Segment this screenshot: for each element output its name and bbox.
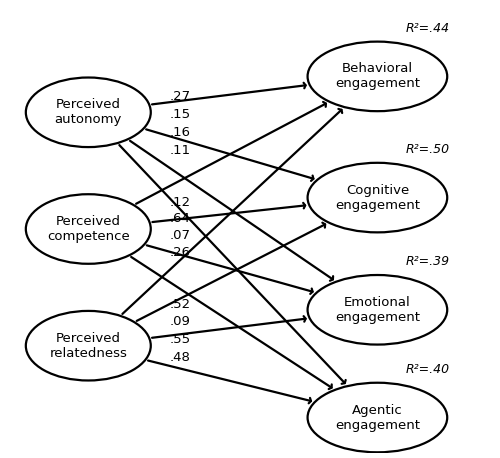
Ellipse shape xyxy=(308,42,447,111)
Text: R²=.39: R²=.39 xyxy=(406,255,450,268)
Text: Agentic
engagement: Agentic engagement xyxy=(335,403,420,431)
Text: .48: .48 xyxy=(169,351,190,364)
Text: .16: .16 xyxy=(169,126,190,139)
Ellipse shape xyxy=(26,311,151,381)
Text: .12: .12 xyxy=(169,196,190,208)
Text: .26: .26 xyxy=(169,246,190,259)
Text: Perceived
relatedness: Perceived relatedness xyxy=(50,332,127,360)
Text: .27: .27 xyxy=(169,90,190,103)
Text: R²=.40: R²=.40 xyxy=(406,363,450,376)
Text: .15: .15 xyxy=(169,108,190,121)
Text: R²=.44: R²=.44 xyxy=(406,22,450,35)
Text: .09: .09 xyxy=(169,316,190,328)
Ellipse shape xyxy=(308,383,447,453)
Text: .11: .11 xyxy=(169,143,190,157)
Ellipse shape xyxy=(308,275,447,344)
Text: .52: .52 xyxy=(169,298,190,311)
Text: R²=.50: R²=.50 xyxy=(406,143,450,156)
Text: .07: .07 xyxy=(169,229,190,242)
Text: Perceived
autonomy: Perceived autonomy xyxy=(54,98,122,126)
Text: Perceived
competence: Perceived competence xyxy=(47,215,130,243)
Text: .55: .55 xyxy=(169,333,190,346)
Text: Behavioral
engagement: Behavioral engagement xyxy=(335,62,420,90)
Text: .64: .64 xyxy=(169,212,190,225)
Ellipse shape xyxy=(308,163,447,232)
Ellipse shape xyxy=(26,194,151,264)
Text: Emotional
engagement: Emotional engagement xyxy=(335,296,420,324)
Text: Cognitive
engagement: Cognitive engagement xyxy=(335,184,420,212)
Ellipse shape xyxy=(26,77,151,147)
